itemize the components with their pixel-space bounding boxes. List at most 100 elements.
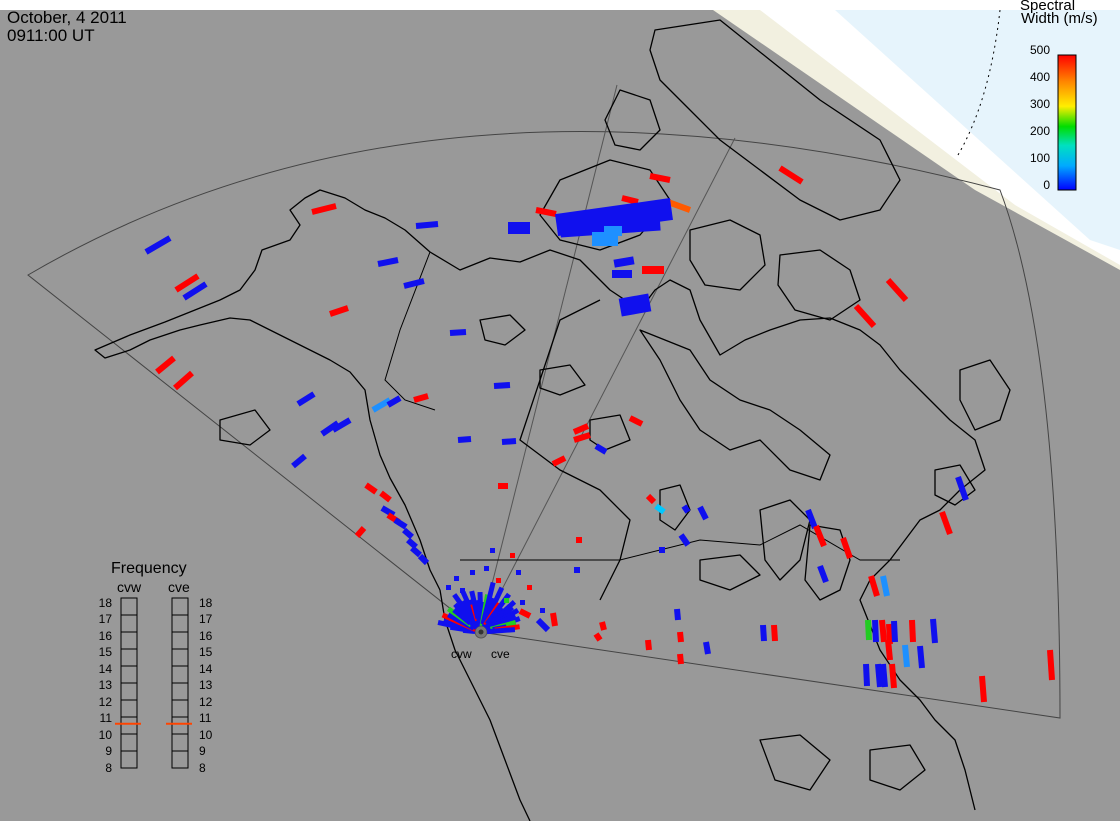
echo-segment [805,508,818,530]
freq-scale-label: 9 [105,744,112,758]
freq-scale-label: 11 [99,711,112,725]
echo-segment [645,493,657,505]
echo-segment [677,631,684,643]
scatter-echoes [144,165,1055,703]
echo-segment [930,618,938,644]
echo-segment [573,432,591,443]
near-range-dot [504,598,509,603]
near-range-dot [540,608,545,613]
echo-cluster [604,226,622,236]
freq-scale-label: 12 [199,695,213,709]
echo-segment [371,397,392,413]
echo-segment [377,257,399,267]
frequency-radar-label-cve: cve [168,579,190,595]
colorbar-title-line1: Spectral [1020,0,1076,14]
echo-segment [771,624,778,642]
echo-segment [572,423,590,435]
freq-scale-label: 8 [199,761,206,775]
freq-scale-label: 14 [199,662,213,676]
echo-segment [599,621,607,631]
echo-cluster [559,208,661,238]
colorbar-tick-label: 500 [1029,43,1050,57]
near-range-dot [496,578,501,583]
echo-segment [535,617,551,633]
echo-segment [406,537,418,550]
colorbar-tick-label: 400 [1029,70,1050,84]
freq-scale-label: 18 [98,596,112,610]
frequency-panel-title: Frequency [111,560,187,577]
echo-segment [331,417,352,433]
colorbar-tick-label: 200 [1029,124,1050,138]
echo-segment [518,608,532,619]
echo-segment [880,575,890,597]
frequency-radar-label-cvw: cvw [117,579,142,595]
echo-segment [535,207,557,217]
echo-segment [681,504,691,514]
echo-segment [155,355,176,375]
echo-segment [868,575,880,597]
echo-segment [955,476,969,501]
near-range-dot [510,553,515,558]
fov-beam-line-west [479,84,618,633]
echo-segment [979,675,987,703]
echo-segment [697,505,709,521]
near-range-dot [520,600,525,605]
near-range-dot [460,588,465,593]
echo-segment [393,517,408,530]
echo-segment [853,303,877,329]
time-label: 0911:00 UT [7,26,95,45]
colorbar-tick-label: 0 [1043,178,1050,192]
echo-segment [703,641,711,655]
echo-segment [885,639,893,661]
echo-segment [645,639,652,651]
freq-scale-label: 8 [105,761,112,775]
echo-segment [891,620,898,643]
echo-segment [329,305,349,317]
echo-segment [678,533,691,547]
fov-beam-line-east [479,137,736,633]
near-range-dot [516,570,521,575]
near-range-dot [490,548,495,553]
freq-scale-label: 12 [98,695,112,709]
echo-segment [501,438,517,445]
echo-cluster [642,266,664,274]
echo-segment [1047,649,1055,681]
echo-segment [654,503,666,515]
echo-segment [403,278,425,289]
echo-segment [760,624,767,642]
echo-segment [364,482,378,495]
freq-scale-label: 16 [199,629,213,643]
echo-segment [628,415,644,427]
echo-cluster [612,270,632,278]
echo-segment [457,436,472,443]
echo-cluster [508,222,530,234]
colorbar-gradient [1057,54,1077,191]
echo-segment [413,393,429,403]
echo-segment [296,391,316,407]
radar-site-center [478,629,484,635]
echo-segment [174,273,200,293]
echo-cluster [618,293,652,317]
freq-scale-label: 11 [199,711,212,725]
echo-segment [621,195,639,205]
echo-segment [885,277,909,303]
echo-segment [917,645,925,669]
near-range-dot [484,566,489,571]
echo-segment [449,329,467,336]
near-range-dot [446,585,451,590]
echo-segment [173,370,194,391]
freq-tick-marks [121,614,188,752]
echo-segment [354,526,367,538]
coastlines [94,19,1011,821]
echo-segment [909,619,916,643]
colorbar-tick-label: 100 [1029,151,1050,165]
echo-segment [879,619,887,643]
freq-scale-label: 14 [98,662,112,676]
radar-label-cve: cve [491,647,510,661]
echo-segment [880,663,888,688]
echo-segment [778,165,804,185]
near-range-dot [470,570,475,575]
echo-segment [380,505,396,518]
echo-segment [863,663,870,687]
